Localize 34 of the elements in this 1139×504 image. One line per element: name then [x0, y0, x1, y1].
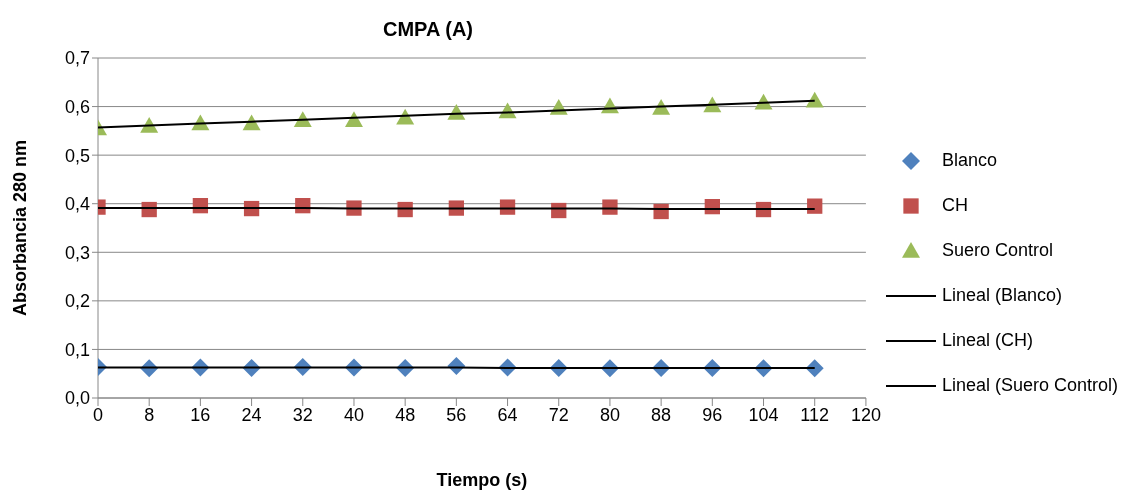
x-tick-label: 0	[92, 404, 104, 425]
legend-label: Lineal (Suero Control)	[941, 375, 1118, 396]
x-tick-label: 48	[395, 404, 416, 425]
y-tick-label: 0,2	[64, 291, 90, 312]
chart-title: CMPA (A)	[382, 17, 474, 42]
x-tick-label: 32	[292, 404, 313, 425]
legend-label: Blanco	[941, 150, 997, 171]
x-tick-label: 120	[850, 404, 881, 425]
x-tick-label: 8	[144, 404, 155, 425]
y-tick-label: 0,0	[64, 388, 90, 409]
x-tick-label: 104	[748, 404, 779, 425]
x-tick-label: 72	[548, 404, 569, 425]
y-tick-label: 0,5	[64, 145, 90, 166]
x-tick-label: 88	[651, 404, 672, 425]
y-tick-label: 0,3	[64, 242, 90, 263]
y-axis-title: Absorbancia 280 nm	[10, 139, 31, 317]
x-tick-label: 24	[241, 404, 262, 425]
legend-label: Lineal (Blanco)	[941, 285, 1062, 306]
x-axis-title: Tiempo (s)	[436, 469, 528, 490]
x-tick-label: 96	[702, 404, 723, 425]
y-tick-label: 0,7	[64, 48, 90, 69]
x-tick-label: 16	[190, 404, 211, 425]
x-tick-label: 112	[800, 404, 830, 425]
y-tick-label: 0,6	[64, 96, 90, 117]
x-tick-label: 56	[446, 404, 467, 425]
legend-label: CH	[941, 195, 968, 216]
legend-label: Lineal (CH)	[941, 330, 1033, 351]
x-tick-label: 40	[343, 404, 364, 425]
y-tick-label: 0,4	[64, 194, 90, 215]
x-tick-label: 64	[497, 404, 518, 425]
point	[807, 198, 823, 214]
x-tick-label: 80	[599, 404, 620, 425]
legend-label: Suero Control	[941, 240, 1053, 261]
y-tick-label: 0,1	[64, 339, 90, 360]
